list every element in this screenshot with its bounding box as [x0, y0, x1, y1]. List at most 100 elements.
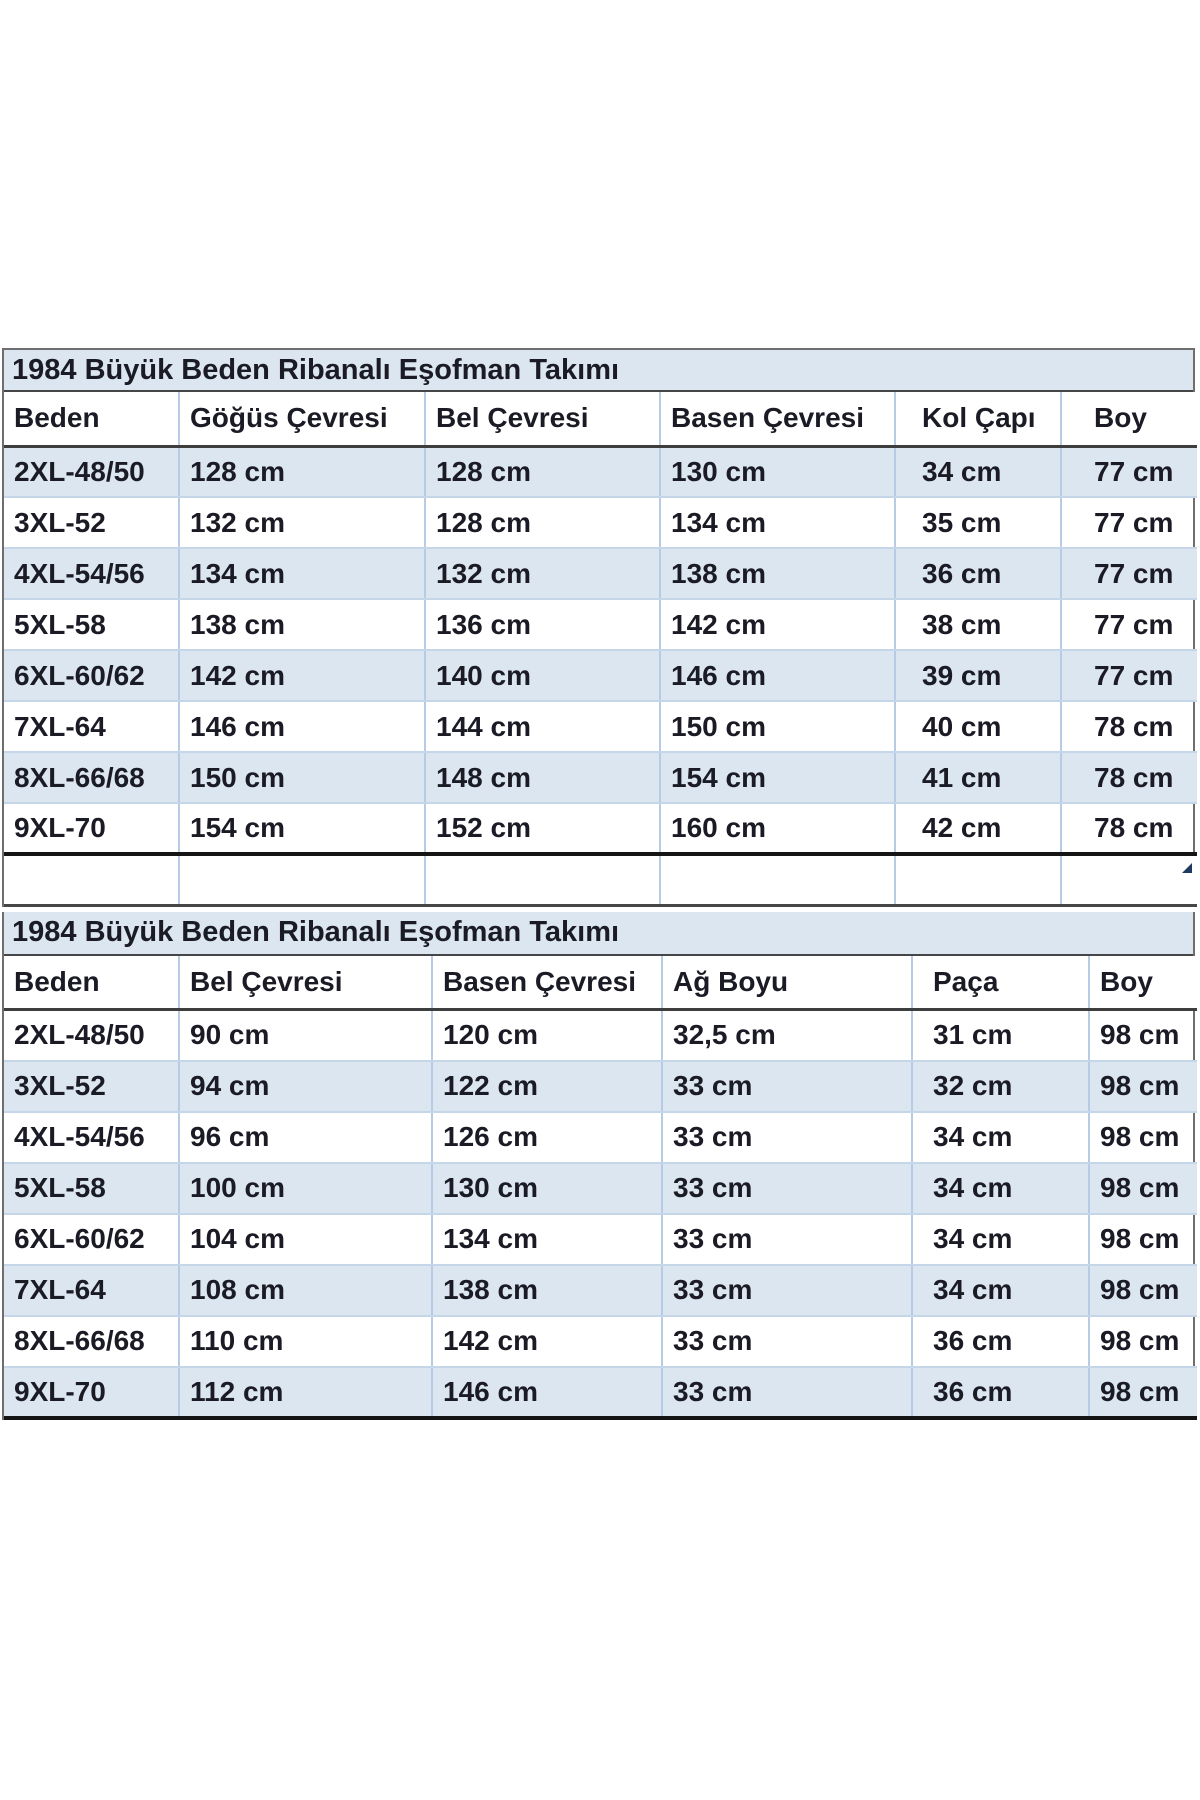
size-cell: 132 cm: [178, 497, 425, 549]
table-title: 1984 Büyük Beden Ribanalı Eşofman Takımı: [4, 911, 1193, 956]
size-cell: 4XL-54/56: [4, 1111, 179, 1164]
selection-fill-handle-icon: [1182, 863, 1192, 873]
size-cell: 32,5 cm: [661, 1009, 912, 1062]
size-cell: 5XL-58: [4, 599, 179, 651]
size-cell: 7XL-64: [4, 701, 179, 753]
size-cell: 128 cm: [424, 446, 660, 498]
column-header: Basen Çevresi: [659, 392, 895, 448]
column-header: Bel Çevresi: [178, 955, 432, 1011]
size-cell: 77 cm: [1060, 599, 1197, 651]
size-cell: 8XL-66/68: [4, 1315, 179, 1368]
size-cell: 35 cm: [894, 497, 1061, 549]
table-row: 6XL-60/62 142 cm 140 cm 146 cm 39 cm 77 cm: [4, 650, 1197, 702]
pants-size-table-section: 1984 Büyük Beden Ribanalı Eşofman Takımı…: [2, 911, 1197, 1420]
size-cell: 34 cm: [911, 1162, 1089, 1215]
size-cell: 136 cm: [424, 599, 660, 651]
size-cell: 40 cm: [894, 701, 1061, 753]
size-cell: 128 cm: [424, 497, 660, 549]
column-header: Bel Çevresi: [424, 392, 660, 448]
table-row: 4XL-54/56 96 cm 126 cm 33 cm 34 cm 98 cm: [4, 1111, 1197, 1164]
size-cell: 146 cm: [431, 1366, 662, 1420]
size-cell: 134 cm: [659, 497, 895, 549]
pants-size-table: Beden Bel Çevresi Basen Çevresi Ağ Boyu Paça…: [4, 955, 1197, 1420]
size-cell: 38 cm: [894, 599, 1061, 651]
size-cell: 98 cm: [1088, 1315, 1197, 1368]
size-cell: 90 cm: [178, 1009, 432, 1062]
size-cell: 144 cm: [424, 701, 660, 753]
size-cell: 134 cm: [431, 1213, 662, 1266]
size-cell: [659, 854, 895, 907]
table-row: 4XL-54/56 134 cm 132 cm 138 cm 36 cm 77 cm: [4, 548, 1197, 600]
size-cell: 33 cm: [661, 1060, 912, 1113]
size-cell: 142 cm: [659, 599, 895, 651]
size-cell: 78 cm: [1060, 803, 1197, 856]
size-cell: 6XL-60/62: [4, 1213, 179, 1266]
size-cell: 36 cm: [911, 1315, 1089, 1368]
size-cell: 77 cm: [1060, 446, 1197, 498]
size-cell: 9XL-70: [4, 803, 179, 856]
size-cell: 33 cm: [661, 1213, 912, 1266]
size-cell: [178, 854, 425, 907]
size-cell: 120 cm: [431, 1009, 662, 1062]
size-cell: 138 cm: [178, 599, 425, 651]
size-cell: 138 cm: [431, 1264, 662, 1317]
table-row: 9XL-70 112 cm 146 cm 33 cm 36 cm 98 cm: [4, 1366, 1197, 1420]
size-cell: 34 cm: [894, 446, 1061, 498]
size-cell: 33 cm: [661, 1162, 912, 1215]
size-cell: 108 cm: [178, 1264, 432, 1317]
size-cell: 2XL-48/50: [4, 446, 179, 498]
table-row: 5XL-58 100 cm 130 cm 33 cm 34 cm 98 cm: [4, 1162, 1197, 1215]
column-header: Basen Çevresi: [431, 955, 662, 1011]
table-row: 9XL-70 154 cm 152 cm 160 cm 42 cm 78 cm: [4, 803, 1197, 856]
size-cell: 128 cm: [178, 446, 425, 498]
size-cell: 110 cm: [178, 1315, 432, 1368]
size-cell: 150 cm: [659, 701, 895, 753]
size-cell: 42 cm: [894, 803, 1061, 856]
size-cell: 142 cm: [431, 1315, 662, 1368]
size-cell: 33 cm: [661, 1264, 912, 1317]
column-header: Kol Çapı: [894, 392, 1061, 448]
size-cell: 9XL-70: [4, 1366, 179, 1420]
column-header: Beden: [4, 392, 179, 448]
size-cell: 77 cm: [1060, 497, 1197, 549]
upper-garment-size-table: Beden Göğüs Çevresi Bel Çevresi Basen Çevre…: [4, 392, 1197, 907]
size-cell: 2XL-48/50: [4, 1009, 179, 1062]
size-cell: 98 cm: [1088, 1162, 1197, 1215]
table-row: 3XL-52 94 cm 122 cm 33 cm 32 cm 98 cm: [4, 1060, 1197, 1113]
table-row: 8XL-66/68 150 cm 148 cm 154 cm 41 cm 78 cm: [4, 752, 1197, 804]
column-header: Ağ Boyu: [661, 955, 912, 1011]
size-cell: 142 cm: [178, 650, 425, 702]
size-cell: 130 cm: [431, 1162, 662, 1215]
size-cell: 150 cm: [178, 752, 425, 804]
size-cell: 6XL-60/62: [4, 650, 179, 702]
table-row: 2XL-48/50 90 cm 120 cm 32,5 cm 31 cm 98 cm: [4, 1009, 1197, 1062]
size-cell: [4, 854, 179, 907]
table-row: 5XL-58 138 cm 136 cm 142 cm 38 cm 77 cm: [4, 599, 1197, 651]
size-cell: 39 cm: [894, 650, 1061, 702]
size-cell: 4XL-54/56: [4, 548, 179, 600]
size-cell: 100 cm: [178, 1162, 432, 1215]
size-chart: 1984 Büyük Beden Ribanalı Eşofman Takımı…: [2, 348, 1197, 1420]
size-cell: 132 cm: [424, 548, 660, 600]
size-cell: 33 cm: [661, 1315, 912, 1368]
table-title: 1984 Büyük Beden Ribanalı Eşofman Takımı: [4, 348, 1193, 392]
column-header: Boy: [1088, 955, 1197, 1011]
size-cell: 154 cm: [178, 803, 425, 856]
table-row: 3XL-52 132 cm 128 cm 134 cm 35 cm 77 cm: [4, 497, 1197, 549]
column-header: Paça: [911, 955, 1089, 1011]
size-cell: 8XL-66/68: [4, 752, 179, 804]
size-cell: 98 cm: [1088, 1264, 1197, 1317]
size-cell: 160 cm: [659, 803, 895, 856]
size-cell: 112 cm: [178, 1366, 432, 1420]
table-row: 7XL-64 108 cm 138 cm 33 cm 34 cm 98 cm: [4, 1264, 1197, 1317]
size-cell: 77 cm: [1060, 650, 1197, 702]
size-cell: 36 cm: [894, 548, 1061, 600]
size-cell: 98 cm: [1088, 1366, 1197, 1420]
size-cell: 98 cm: [1088, 1009, 1197, 1062]
size-cell: 134 cm: [178, 548, 425, 600]
size-cell: [1060, 854, 1197, 907]
size-cell: 3XL-52: [4, 1060, 179, 1113]
column-header: Göğüs Çevresi: [178, 392, 425, 448]
size-cell: 154 cm: [659, 752, 895, 804]
table-row: 2XL-48/50 128 cm 128 cm 130 cm 34 cm 77 cm: [4, 446, 1197, 498]
